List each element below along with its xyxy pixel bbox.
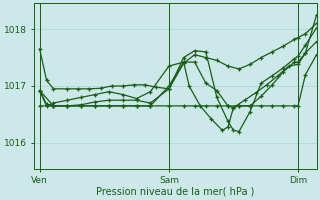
X-axis label: Pression niveau de la mer( hPa ): Pression niveau de la mer( hPa ) <box>96 187 254 197</box>
